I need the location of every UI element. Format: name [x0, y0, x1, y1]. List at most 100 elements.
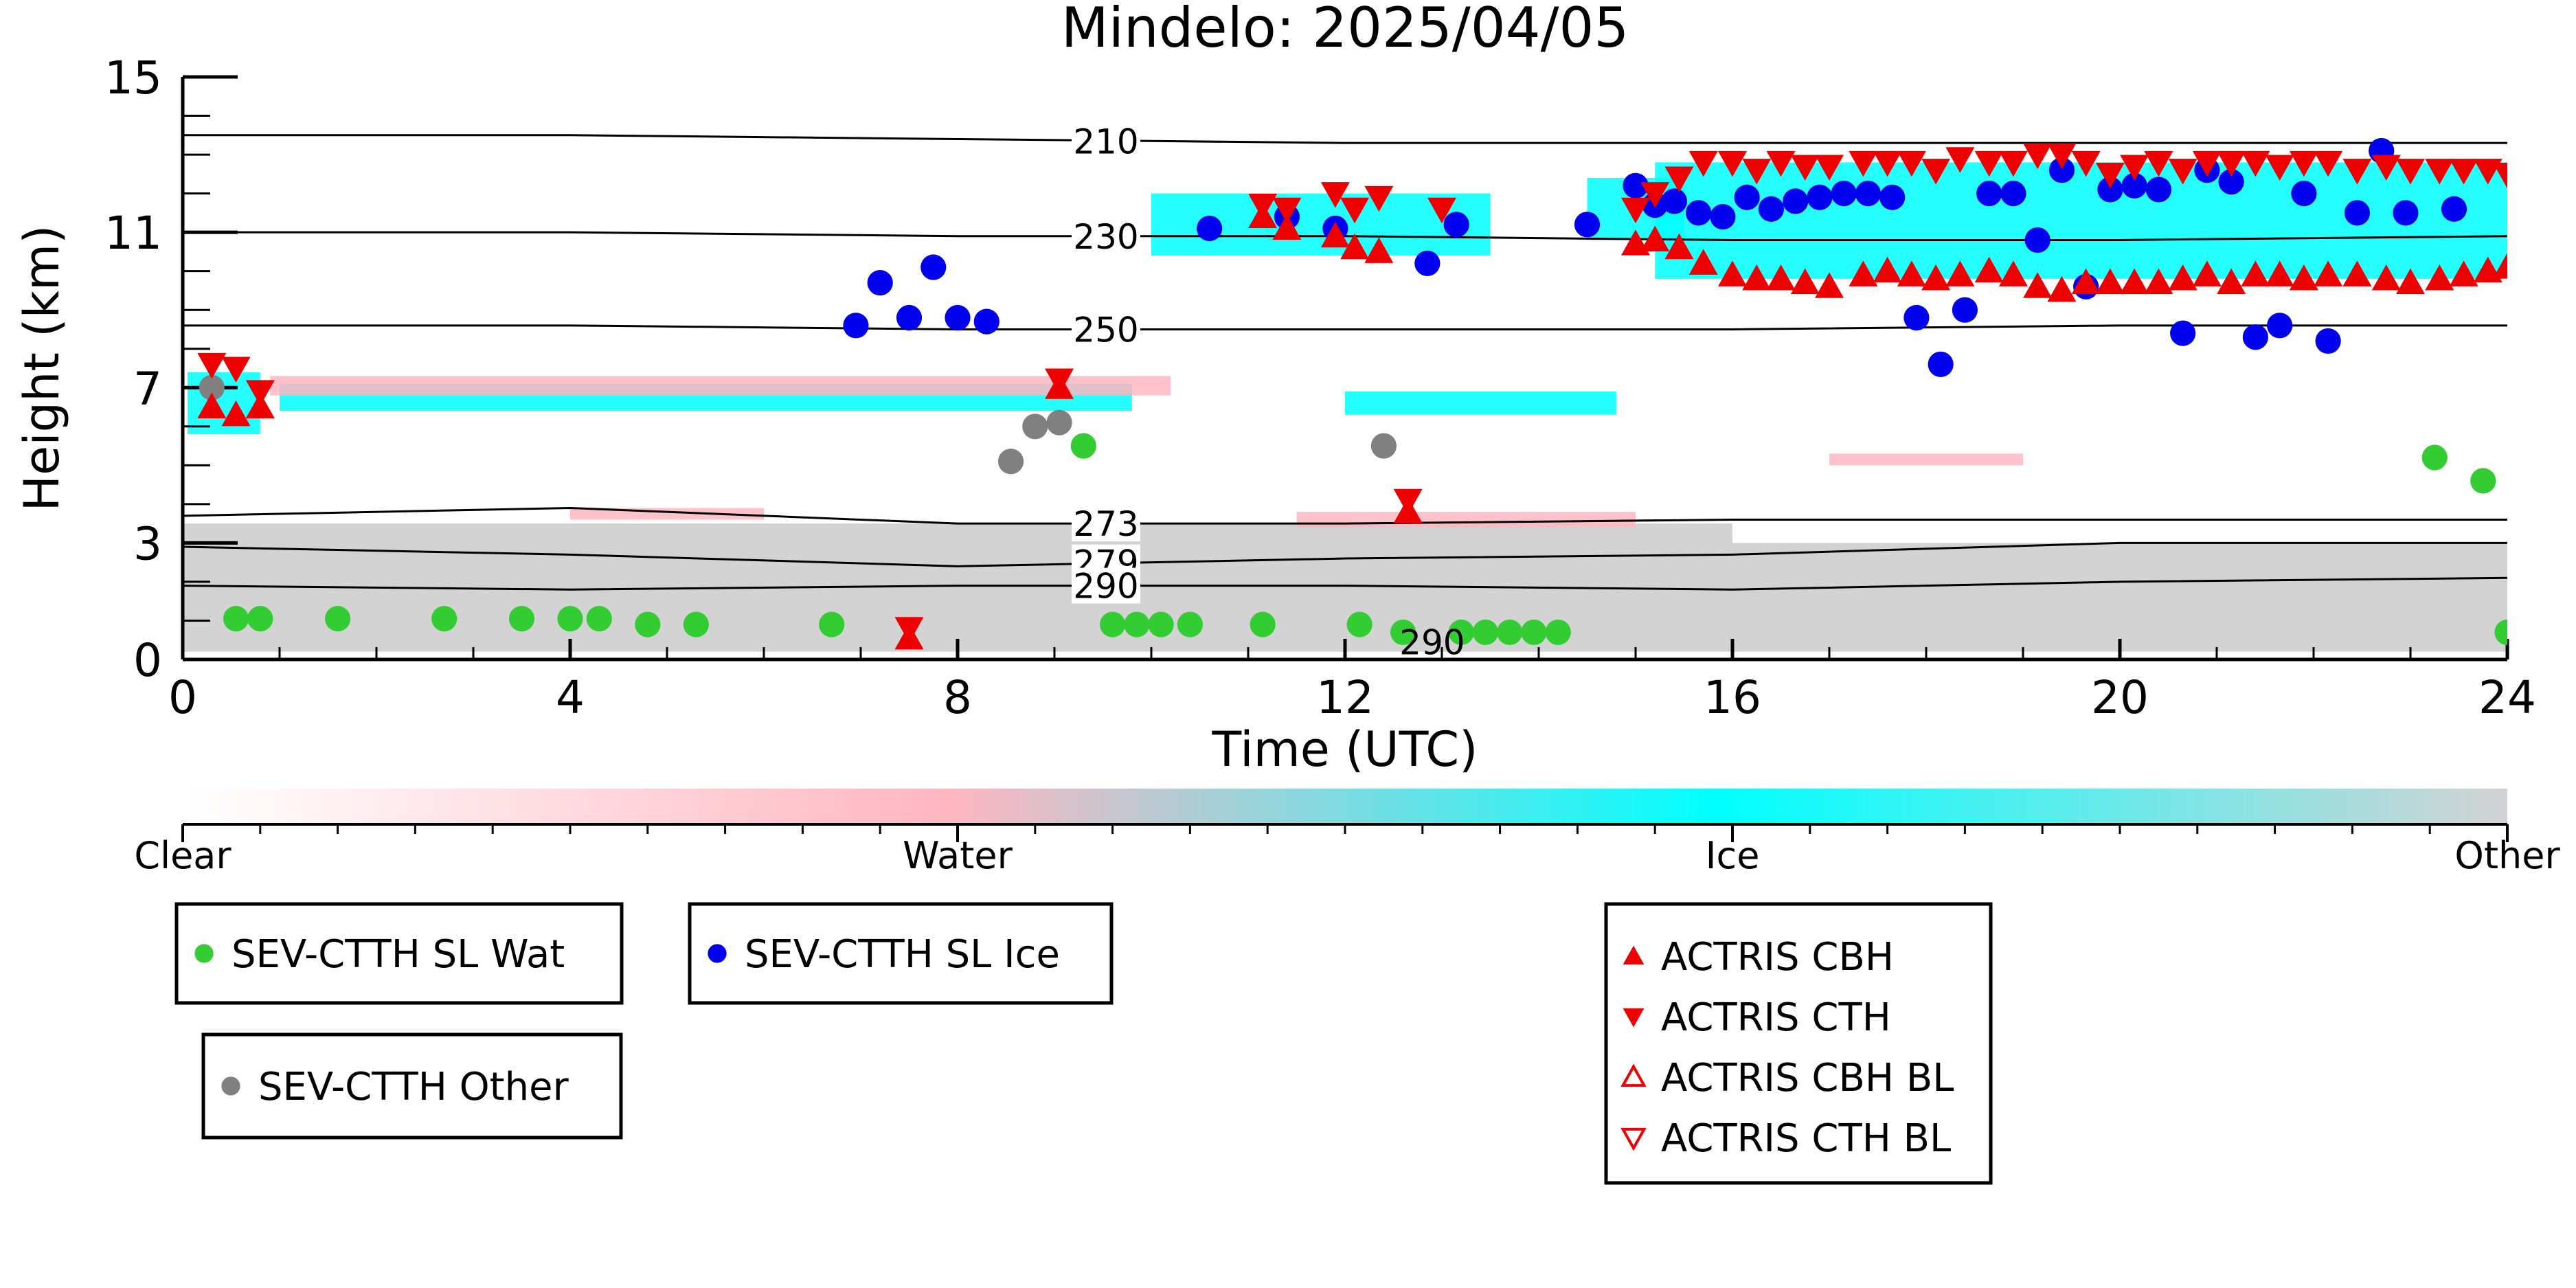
- marker-sev-ctth-sl-ice: [1903, 304, 1930, 331]
- legend-marker: [708, 944, 727, 963]
- marker-sev-ctth-sl-ice: [2393, 200, 2419, 226]
- marker-sev-ctth-sl-ice: [2145, 177, 2171, 203]
- marker-sev-ctth-sl-wat: [1346, 611, 1372, 637]
- legend-marker: [194, 944, 214, 963]
- marker-actris-cth: [1998, 150, 2028, 177]
- marker-actris-cth: [2371, 155, 2401, 181]
- marker-actris-cbh: [1974, 256, 2004, 283]
- legend-box: [688, 902, 1114, 1005]
- x-tick-label: 20: [2091, 671, 2149, 724]
- marker-actris-cbh: [2449, 260, 2478, 286]
- isotherm-label: 273: [1073, 504, 1138, 544]
- marker-actris-cbh: [1790, 268, 1820, 295]
- isotherm-line: [183, 134, 2507, 144]
- marker-sev-ctth-sl-wat: [2494, 619, 2507, 646]
- marker-actris-cbh: [2071, 268, 2101, 295]
- y-axis-ticks: 0 3 7 11 15: [104, 52, 238, 687]
- marker-actris-cth: [1621, 197, 1650, 224]
- marker-sev-ctth-sl-ice: [1928, 351, 1954, 377]
- marker-actris-cth: [1815, 155, 1844, 181]
- colorbar-labels: Clear Water Ice Other: [134, 834, 2560, 877]
- marker-actris-cbh: [2425, 264, 2454, 291]
- marker-actris-cth: [1640, 182, 1670, 208]
- legends: SEV-CTTH SL Wat SEV-CTTH SL Ice SEV-CTTH O…: [174, 902, 1993, 1185]
- extra-label: 290: [1399, 623, 1465, 663]
- y-tick-label: 11: [104, 207, 162, 260]
- marker-sev-ctth-sl-wat: [223, 606, 249, 632]
- marker-sev-ctth-other: [1022, 414, 1048, 440]
- colorbar: Clear Water Ice Other: [134, 789, 2560, 877]
- isotherm-label-bg: [1072, 311, 1140, 348]
- marker-actris-cbh: [2396, 268, 2425, 295]
- marker-sev-ctth-sl-wat: [1124, 611, 1150, 637]
- marker-sev-ctth-other: [1046, 409, 1072, 436]
- marker-actris-cth: [1766, 150, 1796, 177]
- marker-sev-ctth-sl-ice: [2441, 196, 2467, 222]
- marker-actris-cth: [1320, 182, 1350, 208]
- legend-label: SEV-CTTH SL Wat: [231, 932, 565, 977]
- marker-actris-cth: [2217, 150, 2246, 177]
- marker-sev-ctth-sl-ice: [2097, 177, 2123, 203]
- marker-actris-cbh: [1849, 260, 1878, 286]
- marker-sev-ctth-sl-ice: [843, 313, 869, 339]
- marker-actris-cbh: [2168, 264, 2197, 291]
- marker-sev-ctth-sl-ice: [1734, 184, 1760, 210]
- marker-actris-cth: [2144, 150, 2173, 177]
- marker-sev-ctth-sl-wat: [1148, 611, 1174, 637]
- isotherm-label: 250: [1073, 310, 1138, 350]
- marker-sev-ctth-sl-wat: [683, 611, 709, 637]
- marker-sev-ctth-sl-wat: [247, 606, 273, 632]
- marker-actris-cth: [1718, 150, 1747, 177]
- y-tick-label: 15: [104, 52, 162, 104]
- colorbar-label-ice: Ice: [1706, 834, 1760, 877]
- marker-actris-cth: [2023, 143, 2053, 170]
- marker-actris-cth: [2265, 155, 2294, 181]
- marker-sev-ctth-sl-wat: [1497, 619, 1523, 646]
- x-tick-label: 8: [943, 671, 972, 724]
- x-tick-label: 4: [556, 671, 585, 724]
- marker-sev-ctth-sl-ice: [2121, 172, 2147, 199]
- x-axis-ticks: 0 4 8 12 16 20 24: [168, 639, 2536, 724]
- y-tick-label: 0: [133, 634, 162, 687]
- marker-actris-cth: [1974, 150, 2004, 177]
- legend-label: SEV-CTTH Other: [258, 1065, 569, 1109]
- marker-sev-ctth-sl-wat: [325, 606, 351, 632]
- chart-title: Mindelo: 2025/04/05: [1061, 0, 1629, 60]
- marker-actris-cth: [2449, 159, 2478, 185]
- marker-actris-cbh: [1815, 272, 1844, 298]
- marker-actris-cth: [1688, 150, 1718, 177]
- marker-actris-cbh: [2493, 253, 2507, 279]
- marker-actris-cth: [2493, 162, 2507, 189]
- marker-sev-ctth-sl-ice: [1952, 297, 1978, 323]
- marker-sev-ctth-sl-wat: [431, 606, 457, 632]
- marker-sev-ctth-sl-ice: [1443, 212, 1469, 238]
- marker-actris-cbh: [197, 392, 227, 419]
- marker-sev-ctth-sl-wat: [2470, 468, 2496, 494]
- marker-sev-ctth-sl-wat: [508, 606, 535, 632]
- marker-actris-cbh: [1873, 256, 1902, 283]
- marker-actris-cbh: [2314, 260, 2343, 286]
- marker-actris-cth: [221, 357, 251, 383]
- marker-sev-ctth-sl-ice: [2315, 328, 2341, 354]
- marker-actris-cth: [1849, 150, 1878, 177]
- marker-actris-cth: [1248, 194, 1278, 220]
- marker-sev-ctth-sl-ice: [1623, 172, 1649, 199]
- marker-sev-ctth-sl-ice: [920, 254, 947, 280]
- legend-marker: [1620, 1127, 1647, 1151]
- marker-actris-cth: [2192, 150, 2222, 177]
- marker-actris-cbh: [2241, 260, 2270, 286]
- marker-sev-ctth-sl-ice: [1879, 184, 1906, 210]
- marker-actris-cbh: [1640, 225, 1670, 251]
- marker-actris-cth: [2071, 150, 2101, 177]
- marker-actris-cth: [1664, 166, 1694, 192]
- marker-sev-ctth-sl-ice: [1686, 200, 1712, 226]
- marker-sev-ctth-sl-wat: [1448, 619, 1474, 646]
- marker-sev-ctth-sl-ice: [1758, 196, 1784, 222]
- marker-sev-ctth-sl-wat: [2421, 444, 2448, 471]
- y-tick-label: 3: [133, 517, 162, 570]
- legend-label: SEV-CTTH SL Ice: [745, 932, 1060, 977]
- marker-actris-cth: [1873, 150, 1902, 177]
- marker-actris-cth: [1921, 159, 1951, 185]
- legend-marker: [1620, 1063, 1647, 1087]
- marker-sev-ctth-sl-ice: [945, 304, 971, 331]
